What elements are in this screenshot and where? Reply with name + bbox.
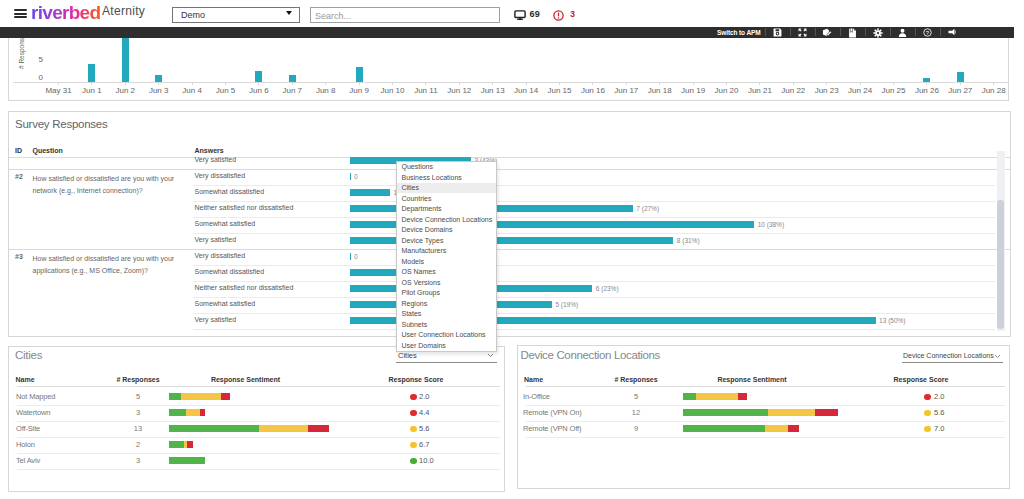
- svg-text:?: ?: [926, 30, 930, 36]
